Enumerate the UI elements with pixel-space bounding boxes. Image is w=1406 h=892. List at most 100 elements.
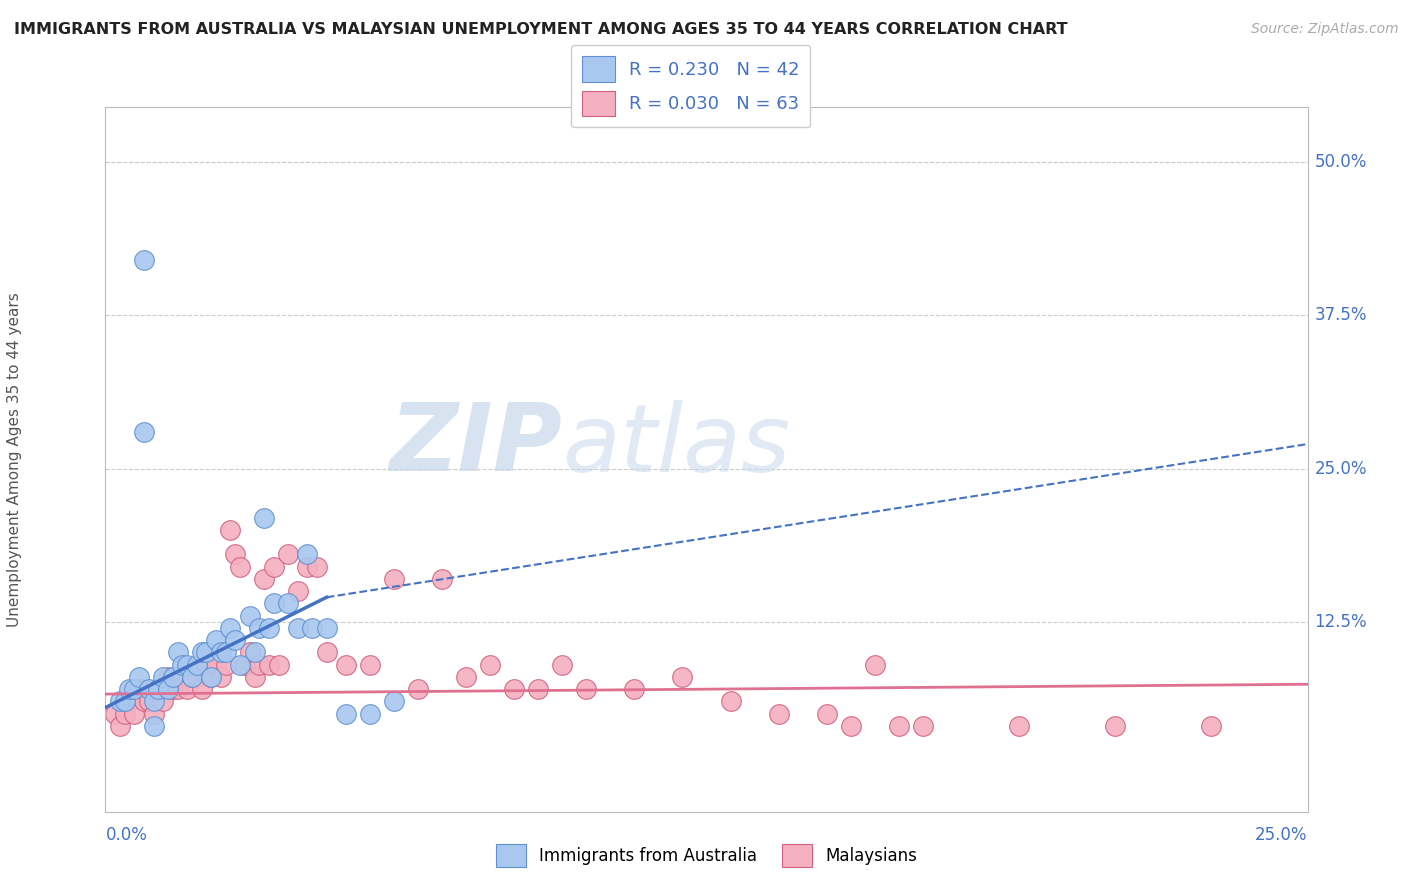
Legend: Immigrants from Australia, Malaysians: Immigrants from Australia, Malaysians xyxy=(489,837,924,874)
Point xyxy=(253,572,276,586)
Point xyxy=(911,719,934,733)
Point xyxy=(623,682,645,697)
Point xyxy=(720,694,742,708)
Point xyxy=(253,510,276,524)
Point xyxy=(551,657,574,672)
Point xyxy=(219,523,242,537)
Point xyxy=(156,670,179,684)
Point xyxy=(162,670,184,684)
Text: 12.5%: 12.5% xyxy=(1315,613,1367,631)
Text: Unemployment Among Ages 35 to 44 years: Unemployment Among Ages 35 to 44 years xyxy=(7,292,21,627)
Point xyxy=(224,633,246,648)
Point xyxy=(172,657,194,672)
Point xyxy=(382,694,405,708)
Point xyxy=(224,547,246,561)
Point xyxy=(118,682,141,697)
Point xyxy=(315,621,337,635)
Point xyxy=(229,559,252,574)
Point xyxy=(152,670,174,684)
Point xyxy=(239,608,262,623)
Point xyxy=(186,670,208,684)
Point xyxy=(190,682,212,697)
Point xyxy=(166,682,188,697)
Point xyxy=(1201,719,1223,733)
Point xyxy=(118,694,141,708)
Point xyxy=(176,682,198,697)
Point xyxy=(263,596,285,610)
Text: 50.0%: 50.0% xyxy=(1315,153,1367,171)
Point xyxy=(382,572,405,586)
Point xyxy=(243,645,266,659)
Point xyxy=(406,682,429,697)
Point xyxy=(142,719,165,733)
Point xyxy=(335,706,357,721)
Point xyxy=(108,719,131,733)
Point xyxy=(200,670,222,684)
Point xyxy=(257,657,280,672)
Point xyxy=(108,694,131,708)
Point xyxy=(815,706,838,721)
Point xyxy=(267,657,290,672)
Point xyxy=(195,645,218,659)
Point xyxy=(768,706,790,721)
Point xyxy=(205,657,228,672)
Text: Source: ZipAtlas.com: Source: ZipAtlas.com xyxy=(1251,22,1399,37)
Point xyxy=(124,682,146,697)
Point xyxy=(863,657,886,672)
Point xyxy=(430,572,453,586)
Point xyxy=(335,657,357,672)
Point xyxy=(257,621,280,635)
Point xyxy=(214,645,236,659)
Point xyxy=(575,682,598,697)
Point xyxy=(219,621,242,635)
Point xyxy=(114,694,136,708)
Point xyxy=(148,682,170,697)
Point xyxy=(132,425,155,439)
Point xyxy=(214,657,236,672)
Text: 25.0%: 25.0% xyxy=(1256,826,1308,845)
Point xyxy=(132,253,155,268)
Point xyxy=(301,621,323,635)
Point xyxy=(162,682,184,697)
Text: IMMIGRANTS FROM AUSTRALIA VS MALAYSIAN UNEMPLOYMENT AMONG AGES 35 TO 44 YEARS CO: IMMIGRANTS FROM AUSTRALIA VS MALAYSIAN U… xyxy=(14,22,1067,37)
Point xyxy=(671,670,693,684)
Point xyxy=(190,645,212,659)
Point xyxy=(128,682,150,697)
Point xyxy=(243,670,266,684)
Point xyxy=(142,706,165,721)
Point xyxy=(297,547,319,561)
Point xyxy=(132,694,155,708)
Point xyxy=(209,645,232,659)
Point xyxy=(138,682,160,697)
Point xyxy=(315,645,337,659)
Point xyxy=(124,706,146,721)
Text: 37.5%: 37.5% xyxy=(1315,306,1367,325)
Point xyxy=(195,657,218,672)
Point xyxy=(205,633,228,648)
Point xyxy=(181,670,204,684)
Point xyxy=(148,682,170,697)
Point xyxy=(287,621,309,635)
Point xyxy=(156,682,179,697)
Point xyxy=(181,670,204,684)
Point xyxy=(114,706,136,721)
Point xyxy=(166,645,188,659)
Point xyxy=(277,596,299,610)
Point xyxy=(200,670,222,684)
Point xyxy=(359,657,381,672)
Point xyxy=(104,706,127,721)
Point xyxy=(839,719,862,733)
Point xyxy=(128,670,150,684)
Point xyxy=(229,657,252,672)
Point xyxy=(503,682,526,697)
Point xyxy=(176,657,198,672)
Point xyxy=(456,670,478,684)
Point xyxy=(887,719,910,733)
Point xyxy=(479,657,502,672)
Point xyxy=(277,547,299,561)
Text: atlas: atlas xyxy=(562,400,790,491)
Point xyxy=(138,694,160,708)
Text: 25.0%: 25.0% xyxy=(1315,459,1367,477)
Point xyxy=(359,706,381,721)
Point xyxy=(142,694,165,708)
